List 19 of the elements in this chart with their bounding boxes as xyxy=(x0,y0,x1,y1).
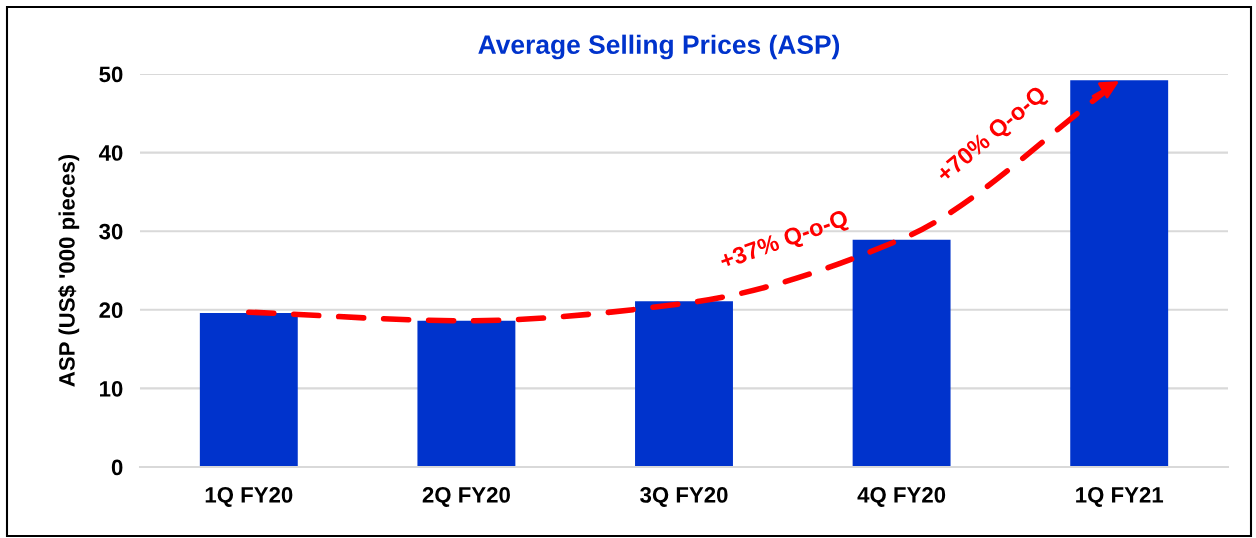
x-tick-label: 1Q FY21 xyxy=(1076,487,1164,507)
y-tick-label: 20 xyxy=(99,302,123,319)
y-tick-label: 0 xyxy=(111,459,123,476)
annotation: +37% Q-o-Q xyxy=(718,208,851,274)
x-tick-label: 3Q FY20 xyxy=(640,487,728,507)
x-tick-label: 2Q FY20 xyxy=(422,487,510,507)
y-tick-label: 30 xyxy=(99,223,123,240)
bar xyxy=(417,320,516,467)
bar xyxy=(635,301,733,467)
y-tick-label: 40 xyxy=(98,145,123,161)
y-axis-title: ASP (US$ '000 pieces) xyxy=(58,154,80,387)
x-tick-label: 1Q FY20 xyxy=(205,487,293,507)
chart-title: Average Selling Prices (ASP) xyxy=(478,34,840,60)
bar xyxy=(199,312,298,467)
y-tick-label: 50 xyxy=(99,66,123,83)
bar xyxy=(1070,80,1169,467)
x-tick-label: 4Q FY20 xyxy=(857,487,946,507)
bar xyxy=(852,239,951,467)
y-tick-label: 10 xyxy=(100,380,123,397)
